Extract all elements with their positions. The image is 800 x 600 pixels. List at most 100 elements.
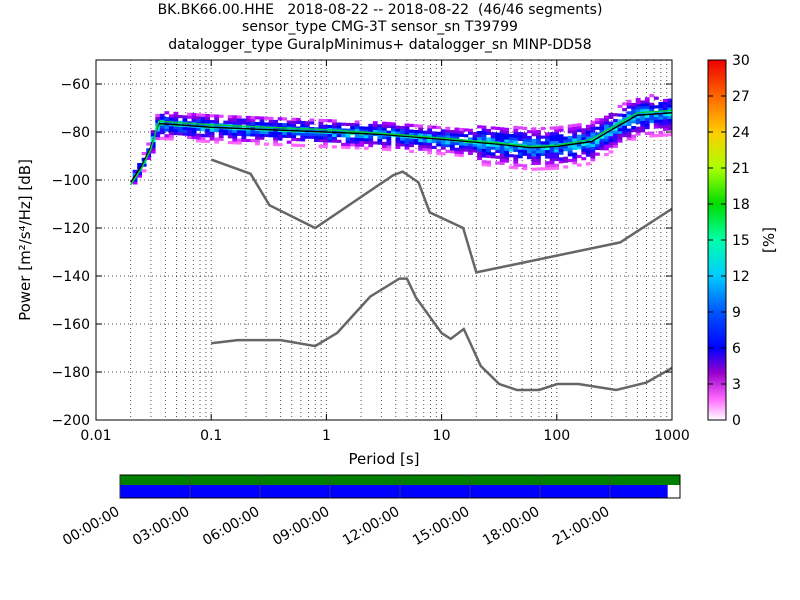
heatmap-cell <box>617 125 623 129</box>
heatmap-cell <box>640 100 646 104</box>
heatmap-cell <box>209 137 215 141</box>
heatmap-cell <box>545 132 550 136</box>
heatmap-cell <box>368 144 374 148</box>
heatmap-cell <box>644 111 650 115</box>
heatmap-cell <box>168 137 174 141</box>
x-tick-label: 100 <box>543 428 570 444</box>
heatmap-cell <box>549 152 555 156</box>
heatmap-cell <box>572 155 578 159</box>
heatmap-cell <box>404 132 410 136</box>
heatmap-cell <box>549 155 555 159</box>
heatmap-cell <box>300 120 306 125</box>
heatmap-cell <box>400 128 405 133</box>
heatmap-cell <box>536 132 541 137</box>
heatmap-cell <box>526 147 532 151</box>
heatmap-cell <box>223 120 229 124</box>
heatmap-cell <box>264 131 269 135</box>
heatmap-cell <box>241 138 247 142</box>
heatmap-cell <box>549 166 555 170</box>
heatmap-cell <box>531 133 537 137</box>
heatmap-cell <box>486 128 492 133</box>
heatmap-cell <box>581 142 587 146</box>
heatmap-cell <box>540 152 546 156</box>
heatmap-cell <box>531 150 537 154</box>
colorbar-tick-label: 15 <box>732 233 750 249</box>
heatmap-cell <box>504 159 510 163</box>
heatmap-cell <box>422 133 428 137</box>
heatmap-cell <box>608 112 614 117</box>
heatmap-cell <box>513 148 519 153</box>
heatmap-cell <box>662 133 668 137</box>
heatmap-cell <box>413 132 419 137</box>
heatmap-cell <box>232 132 238 136</box>
heatmap-cell <box>667 121 672 125</box>
heatmap-cell <box>604 135 609 139</box>
heatmap-cell <box>531 130 537 134</box>
heatmap-cell <box>486 149 492 153</box>
heatmap-cell <box>177 129 183 133</box>
heatmap-cell <box>463 145 469 149</box>
heatmap-cell <box>563 156 569 160</box>
heatmap-cell <box>168 125 174 130</box>
noise-model-lines <box>130 109 672 392</box>
heatmap-cell <box>490 155 496 159</box>
heatmap-cell <box>490 126 496 130</box>
heatmap-cell <box>345 134 351 138</box>
heatmap-cell <box>517 155 523 159</box>
heatmap-cell <box>223 132 229 136</box>
heatmap-cell <box>173 129 179 133</box>
heatmap-cell <box>191 130 197 134</box>
heatmap-cell <box>626 122 632 126</box>
heatmap-cell <box>454 127 460 131</box>
heatmap-cell <box>472 146 478 150</box>
heatmap-cell <box>522 135 528 139</box>
grid <box>95 60 672 421</box>
heatmap-cell <box>495 161 501 165</box>
heatmap-cell <box>576 123 582 127</box>
heatmap-cell <box>585 144 591 149</box>
heatmap-cell <box>617 139 623 143</box>
heatmap-cell <box>644 123 650 127</box>
heatmap-cell <box>227 115 233 119</box>
heatmap-cell <box>590 129 596 133</box>
heatmap-cell <box>594 152 600 156</box>
heatmap-cell <box>558 148 564 152</box>
heatmap-cell <box>236 141 242 145</box>
heatmap-cell <box>477 145 482 149</box>
heatmap-cell <box>205 128 210 132</box>
heatmap-cell <box>264 116 269 120</box>
heatmap-cell <box>590 149 596 153</box>
heatmap-cell <box>522 132 528 136</box>
heatmap-cell <box>214 140 220 144</box>
heatmap-cell <box>649 134 655 138</box>
heatmap-cell <box>273 119 278 124</box>
heatmap-cell <box>513 131 519 135</box>
heatmap-cell <box>545 141 550 145</box>
heatmap-cell <box>350 125 356 130</box>
heatmap-cell <box>200 128 206 132</box>
heatmap-cell <box>658 113 664 117</box>
high-noise-model-line <box>210 158 672 274</box>
heatmap-cell <box>241 135 247 139</box>
heatmap-cell <box>182 115 188 119</box>
heatmap-cell <box>477 148 482 152</box>
heatmap-cell <box>227 140 233 145</box>
heatmap-cell <box>332 145 337 149</box>
heatmap-cell <box>381 127 387 131</box>
heatmap-cell <box>631 102 637 107</box>
heatmap-cell <box>640 106 646 110</box>
heatmap-cell <box>635 129 641 133</box>
heatmap-cell <box>359 137 365 142</box>
heatmap-cell <box>477 136 482 140</box>
heatmap-cell <box>631 108 637 112</box>
heatmap-cell <box>409 132 414 136</box>
heatmap-cell <box>635 100 641 104</box>
heatmap-cell <box>332 136 337 140</box>
heatmap-cell <box>155 119 161 123</box>
heatmap-cell <box>581 139 587 143</box>
heatmap-cell <box>499 127 505 131</box>
heatmap-cell <box>286 131 292 136</box>
heatmap-cell <box>662 107 668 111</box>
heatmap-cell <box>567 144 573 148</box>
heatmap-cell <box>132 172 138 176</box>
